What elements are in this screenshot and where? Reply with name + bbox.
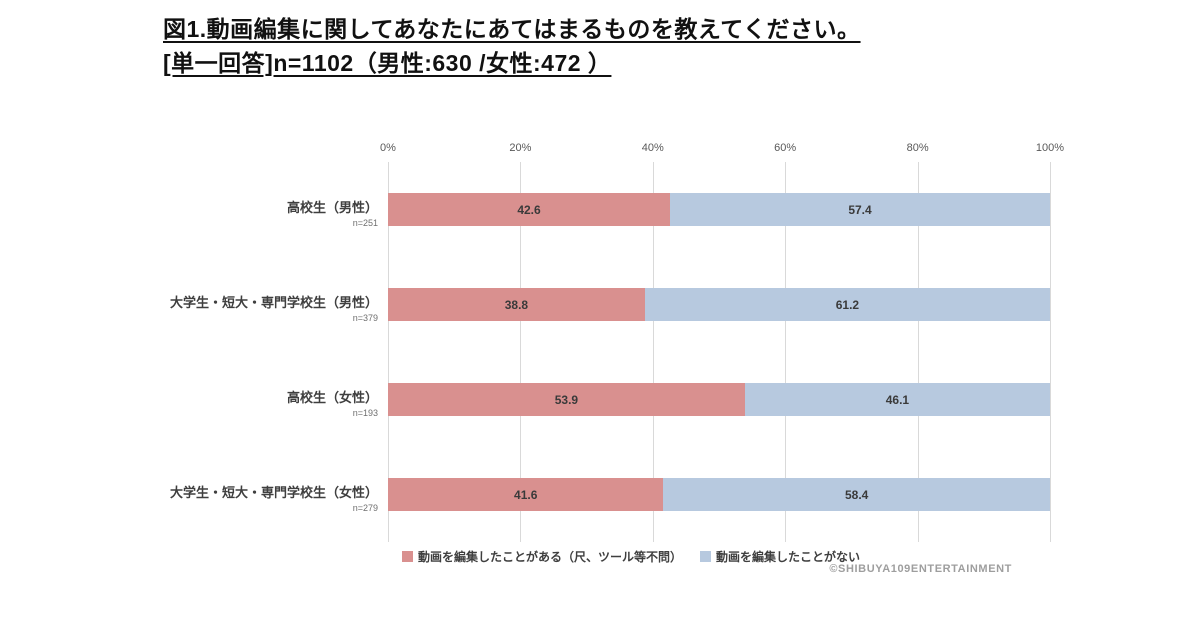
bar-value: 42.6 <box>517 202 541 217</box>
legend-item-edited: 動画を編集したことがある（尺、ツール等不問） <box>401 548 682 565</box>
category-label: 高校生（男性） <box>286 200 378 215</box>
bar-segment-edited: 38.8 <box>388 288 645 321</box>
legend: 動画を編集したことがある（尺、ツール等不問） 動画を編集したことがない <box>165 548 1097 565</box>
legend-label: 動画を編集したことがない <box>716 550 861 564</box>
stacked-bar: 41.6 58.4 <box>388 478 1050 511</box>
bar-value: 38.8 <box>504 297 529 312</box>
bar-segment-not-edited: 57.4 <box>670 193 1050 226</box>
stacked-bar: 53.9 46.1 <box>388 383 1050 416</box>
category-label-cell: 高校生（男性） n=251 <box>120 162 388 257</box>
bar-segment-not-edited: 46.1 <box>744 383 1050 416</box>
category-label-cell: 高校生（女性） n=193 <box>120 352 388 447</box>
legend-label: 動画を編集したことがある（尺、ツール等不問） <box>417 550 682 564</box>
x-axis-tick: 0% <box>380 142 396 154</box>
legend-item-not-edited: 動画を編集したことがない <box>700 548 860 565</box>
stacked-bar: 38.8 61.2 <box>388 288 1050 321</box>
bar-value: 41.6 <box>514 487 538 502</box>
bar-segment-not-edited: 58.4 <box>663 478 1050 511</box>
category-label-cell: 大学生・短大・専門学校生（女性） n=279 <box>120 447 388 542</box>
gridline <box>1050 162 1051 542</box>
x-axis-tick: 60% <box>774 142 797 154</box>
chart-title: 図1.動画編集に関してあなたにあてはまるものを教えてください。 [単一回答]n=… <box>163 12 861 80</box>
chart-title-line1: 図1.動画編集に関してあなたにあてはまるものを教えてください。 <box>163 16 861 42</box>
bar-value: 58.4 <box>845 487 869 502</box>
bar-chart: 0% 20% 40% 60% 80% 100% 高校生（男性） n=251 大学… <box>120 130 1064 565</box>
gridline <box>917 162 919 542</box>
bar-row: 38.8 61.2 <box>388 257 1050 352</box>
x-axis: 0% 20% 40% 60% 80% 100% <box>380 130 1064 162</box>
category-label: 大学生・短大・専門学校生（女性） <box>169 485 378 500</box>
category-label: 大学生・短大・専門学校生（男性） <box>169 295 378 310</box>
sample-size-label: n=279 <box>352 503 378 513</box>
bar-value: 61.2 <box>835 297 860 312</box>
gridline <box>388 162 389 542</box>
bar-segment-edited: 41.6 <box>388 478 664 511</box>
x-axis-tick: 80% <box>906 142 929 154</box>
category-labels: 高校生（男性） n=251 大学生・短大・専門学校生（男性） n=379 高校生… <box>120 162 388 542</box>
bar-value: 46.1 <box>885 392 910 407</box>
bar-value: 57.4 <box>848 202 872 217</box>
stacked-bar: 42.6 57.4 <box>388 193 1050 226</box>
sample-size-label: n=379 <box>352 313 378 323</box>
legend-swatch <box>401 551 413 562</box>
bar-row: 42.6 57.4 <box>388 162 1050 257</box>
x-axis-tick: 100% <box>1035 142 1065 154</box>
x-axis-tick: 40% <box>641 142 664 154</box>
bar-value: 53.9 <box>554 392 579 407</box>
gridline <box>785 162 787 542</box>
legend-swatch <box>700 551 711 562</box>
gridline <box>520 162 522 542</box>
x-axis-tick: 20% <box>509 142 532 154</box>
bar-segment-not-edited: 61.2 <box>644 288 1050 321</box>
gridline <box>652 162 654 542</box>
chart-title-line2: [単一回答]n=1102（男性:630 /女性:472 ） <box>163 50 612 76</box>
bar-segment-edited: 42.6 <box>388 193 670 226</box>
category-label: 高校生（女性） <box>286 390 378 405</box>
category-label-cell: 大学生・短大・専門学校生（男性） n=379 <box>120 257 388 352</box>
bar-row: 53.9 46.1 <box>388 352 1050 447</box>
sample-size-label: n=251 <box>352 218 378 228</box>
copyright-text: ©SHIBUYA109ENTERTAINMENT <box>829 563 1012 575</box>
bar-segment-edited: 53.9 <box>388 383 745 416</box>
plot-area: 42.6 57.4 38.8 61.2 <box>388 162 1051 542</box>
sample-size-label: n=193 <box>352 408 378 418</box>
plot-region: 高校生（男性） n=251 大学生・短大・専門学校生（男性） n=379 高校生… <box>120 162 1052 542</box>
bar-row: 41.6 58.4 <box>388 447 1050 542</box>
